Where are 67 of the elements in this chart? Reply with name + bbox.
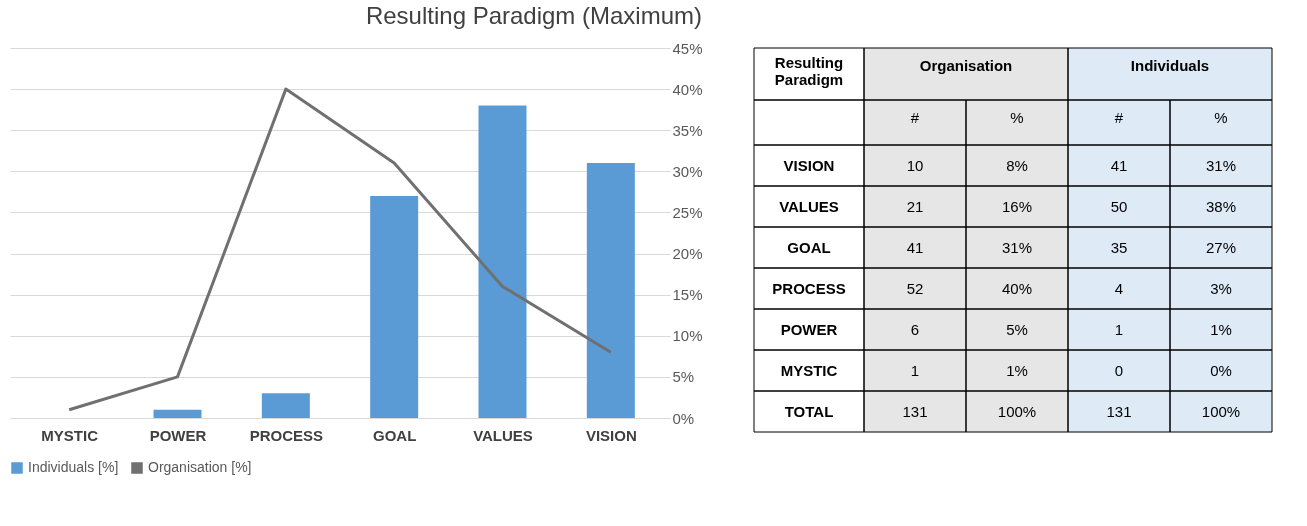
category-label: VALUES <box>779 197 839 215</box>
x-tick-label: VISION <box>585 426 637 444</box>
text: 21 <box>906 197 924 215</box>
bar <box>370 196 419 418</box>
text: 31% <box>1001 238 1033 256</box>
text: 1% <box>1210 320 1232 338</box>
bar <box>478 105 527 418</box>
text: 131 <box>1106 402 1132 420</box>
line-series <box>67 87 613 412</box>
text: 5% <box>1006 320 1028 338</box>
text: 8% <box>1006 156 1028 174</box>
text: 38% <box>1205 197 1237 215</box>
text: 50 <box>1110 197 1128 215</box>
bar <box>261 393 310 418</box>
bar <box>586 163 635 418</box>
text: 31% <box>1205 156 1237 174</box>
y-tick-label: 0% <box>672 409 695 427</box>
text: % <box>1010 109 1024 126</box>
y-tick-label: 25% <box>672 203 703 221</box>
text: 41 <box>1110 156 1128 174</box>
text: 3% <box>1210 279 1232 297</box>
y-tick-label: 10% <box>672 327 703 345</box>
y-tick-label: 45% <box>672 39 703 57</box>
text: 0 <box>1114 361 1124 379</box>
category-label: PROCESS <box>772 279 846 297</box>
text: 100% <box>1201 402 1241 420</box>
x-tick-label: VALUES <box>473 426 533 444</box>
legend-label: Organisation [%] <box>148 459 252 475</box>
y-tick-label: 5% <box>672 368 695 386</box>
x-tick-label: PROCESS <box>249 426 324 444</box>
text: 35 <box>1110 238 1128 256</box>
category-label: Organisation <box>919 57 1013 74</box>
x-tick-label: POWER <box>149 426 207 444</box>
chart-title: Resulting Paradigm (Maximum) <box>365 2 703 29</box>
y-tick-label: 30% <box>672 162 703 180</box>
y-tick-label: 15% <box>672 286 703 304</box>
text: Resulting Paradigm <box>774 54 844 88</box>
legend-label: Individuals [%] <box>28 459 119 475</box>
text: 16% <box>1001 197 1033 215</box>
text: 131 <box>902 402 928 420</box>
category-label: MYSTIC <box>780 361 838 379</box>
text: 4 <box>1114 279 1124 297</box>
text: 1% <box>1006 361 1028 379</box>
category-label: POWER <box>780 320 838 338</box>
category-label: TOTAL <box>784 402 834 420</box>
category-label: Individuals <box>1130 57 1210 74</box>
text: 40% <box>1001 279 1033 297</box>
x-tick-label: MYSTIC <box>41 426 99 444</box>
text: 52 <box>906 279 924 297</box>
text: 6 <box>910 320 920 338</box>
text: # <box>1114 109 1124 126</box>
text: # <box>910 109 920 126</box>
text: 1 <box>1114 320 1124 338</box>
category-label: GOAL <box>787 238 831 256</box>
text: 0% <box>1210 361 1232 379</box>
y-tick-label: 40% <box>672 80 703 98</box>
text: % <box>1214 109 1228 126</box>
text: 27% <box>1205 238 1237 256</box>
x-tick-label: GOAL <box>372 426 417 444</box>
text: 41 <box>906 238 924 256</box>
y-tick-label: 20% <box>672 245 703 263</box>
text: 100% <box>997 402 1037 420</box>
bar <box>153 409 202 418</box>
y-tick-label: 35% <box>672 121 703 139</box>
category-label: VISION <box>783 156 835 174</box>
text: 1 <box>910 361 920 379</box>
text: 10 <box>906 156 924 174</box>
